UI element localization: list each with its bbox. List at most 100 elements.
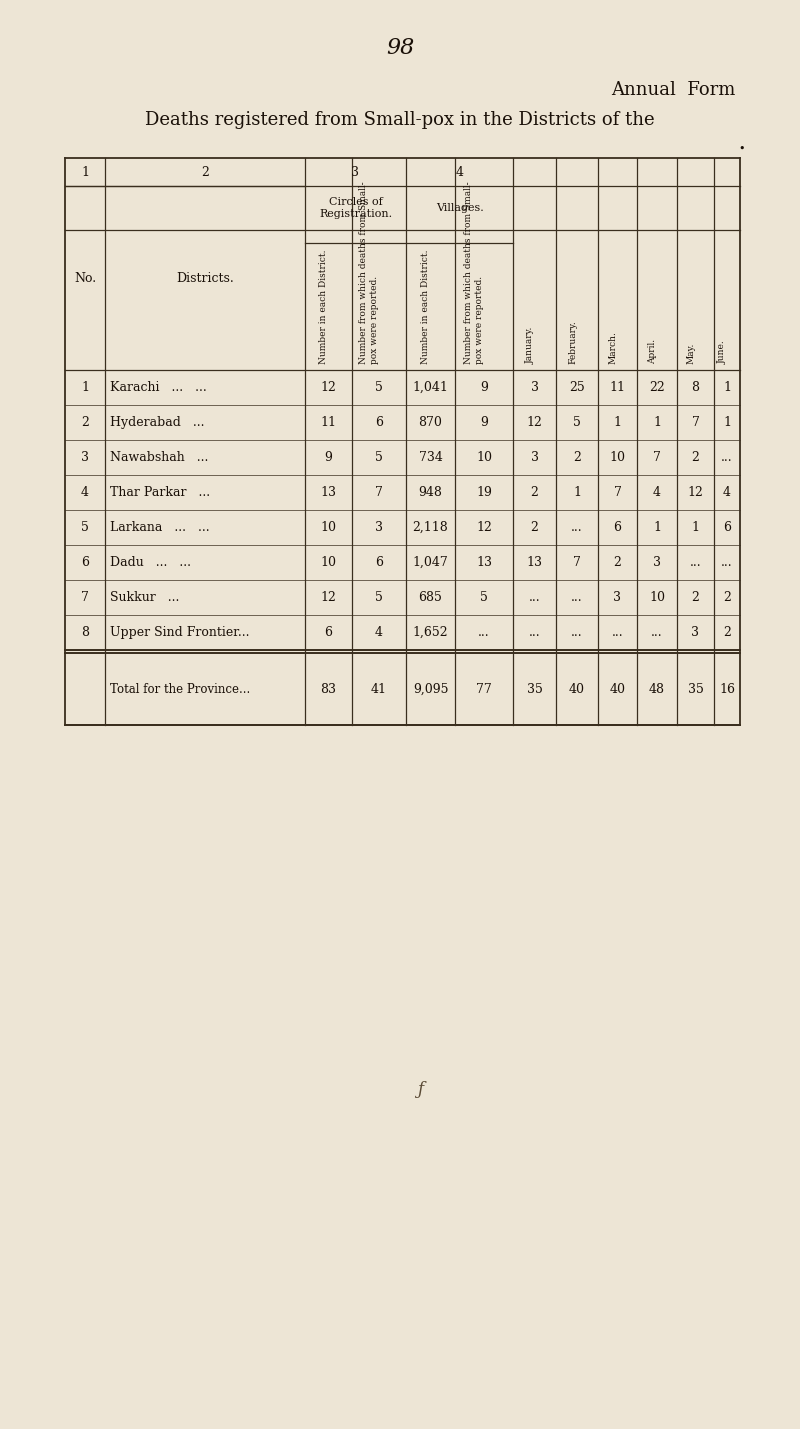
Text: Upper Sind Frontier...: Upper Sind Frontier...: [110, 626, 250, 639]
Text: ...: ...: [478, 626, 490, 639]
Text: ...: ...: [690, 556, 702, 569]
Text: 11: 11: [610, 382, 626, 394]
Text: ...: ...: [721, 452, 733, 464]
Text: Total for the Province...: Total for the Province...: [110, 683, 250, 696]
Text: 83: 83: [321, 683, 337, 696]
Text: 7: 7: [573, 556, 581, 569]
Text: 2: 2: [201, 166, 209, 179]
Text: 7: 7: [614, 486, 622, 499]
Text: ƒ: ƒ: [417, 1082, 423, 1099]
Text: 4: 4: [723, 486, 731, 499]
Text: 13: 13: [321, 486, 337, 499]
Text: 6: 6: [375, 416, 383, 429]
Text: ...: ...: [651, 626, 663, 639]
Text: 734: 734: [418, 452, 442, 464]
Text: 10: 10: [321, 522, 337, 534]
Text: 2: 2: [723, 592, 731, 604]
Text: Villages.: Villages.: [436, 203, 483, 213]
Text: 10: 10: [321, 556, 337, 569]
Text: 1: 1: [691, 522, 699, 534]
Text: 8: 8: [691, 382, 699, 394]
Text: 9: 9: [325, 452, 333, 464]
Text: 4: 4: [375, 626, 383, 639]
Text: January.: January.: [526, 327, 534, 364]
Text: ...: ...: [571, 522, 583, 534]
Text: 35: 35: [687, 683, 703, 696]
Text: 77: 77: [476, 683, 492, 696]
Text: ...: ...: [612, 626, 623, 639]
Text: 1,652: 1,652: [413, 626, 448, 639]
Text: 19: 19: [476, 486, 492, 499]
Text: 2: 2: [614, 556, 622, 569]
Text: Number in each District.: Number in each District.: [319, 250, 329, 364]
Text: 3: 3: [614, 592, 622, 604]
Text: 9,095: 9,095: [413, 683, 448, 696]
Text: 5: 5: [573, 416, 581, 429]
Text: June.: June.: [718, 340, 727, 364]
Text: 2: 2: [723, 626, 731, 639]
Text: Number from which deaths from Small-
pox were reported.: Number from which deaths from Small- pox…: [359, 181, 379, 364]
Text: 1: 1: [723, 416, 731, 429]
Text: 685: 685: [418, 592, 442, 604]
Text: 1: 1: [81, 382, 89, 394]
Text: 41: 41: [371, 683, 387, 696]
Text: 9: 9: [480, 382, 488, 394]
Text: No.: No.: [74, 272, 96, 284]
Text: 12: 12: [321, 382, 337, 394]
Text: 35: 35: [526, 683, 542, 696]
Text: 13: 13: [526, 556, 542, 569]
Text: 1: 1: [614, 416, 622, 429]
Text: 3: 3: [691, 626, 699, 639]
Text: 6: 6: [375, 556, 383, 569]
Text: 5: 5: [375, 382, 383, 394]
Text: 4: 4: [455, 166, 463, 179]
Text: 6: 6: [614, 522, 622, 534]
Text: Karachi   ...   ...: Karachi ... ...: [110, 382, 206, 394]
Text: 6: 6: [325, 626, 333, 639]
Text: February.: February.: [568, 320, 577, 364]
Text: 1: 1: [653, 522, 661, 534]
Text: 5: 5: [480, 592, 488, 604]
Text: 5: 5: [375, 592, 383, 604]
Text: 10: 10: [649, 592, 665, 604]
Text: •: •: [738, 144, 746, 154]
Text: 12: 12: [687, 486, 703, 499]
Text: 6: 6: [723, 522, 731, 534]
Text: Thar Parkar   ...: Thar Parkar ...: [110, 486, 210, 499]
Text: 2: 2: [530, 486, 538, 499]
Text: ...: ...: [571, 592, 583, 604]
Text: 10: 10: [610, 452, 626, 464]
Text: ...: ...: [529, 592, 540, 604]
Text: 1: 1: [723, 382, 731, 394]
Text: 2: 2: [691, 592, 699, 604]
Text: 4: 4: [653, 486, 661, 499]
Text: 1: 1: [81, 166, 89, 179]
Text: 5: 5: [375, 452, 383, 464]
Text: Districts.: Districts.: [176, 272, 234, 284]
Text: 25: 25: [569, 382, 585, 394]
Text: 5: 5: [81, 522, 89, 534]
Text: 7: 7: [653, 452, 661, 464]
Text: 3: 3: [351, 166, 359, 179]
Text: Hyderabad   ...: Hyderabad ...: [110, 416, 205, 429]
Text: 40: 40: [569, 683, 585, 696]
Text: 1: 1: [653, 416, 661, 429]
Text: 13: 13: [476, 556, 492, 569]
Text: 1,041: 1,041: [413, 382, 449, 394]
Text: Sukkur   ...: Sukkur ...: [110, 592, 179, 604]
Text: 48: 48: [649, 683, 665, 696]
Text: Circles of
Registration.: Circles of Registration.: [319, 197, 392, 219]
Text: ...: ...: [571, 626, 583, 639]
Text: 870: 870: [418, 416, 442, 429]
Text: Annual  Form: Annual Form: [610, 81, 735, 99]
Text: April.: April.: [648, 339, 657, 364]
Text: Nawabshah   ...: Nawabshah ...: [110, 452, 208, 464]
Text: 40: 40: [610, 683, 626, 696]
Text: 12: 12: [476, 522, 492, 534]
Text: 3: 3: [530, 452, 538, 464]
Text: ...: ...: [529, 626, 540, 639]
Text: Number from which deaths from Small-
pox were reported.: Number from which deaths from Small- pox…: [464, 181, 484, 364]
Text: 3: 3: [530, 382, 538, 394]
Text: May.: May.: [686, 343, 695, 364]
Text: 948: 948: [418, 486, 442, 499]
